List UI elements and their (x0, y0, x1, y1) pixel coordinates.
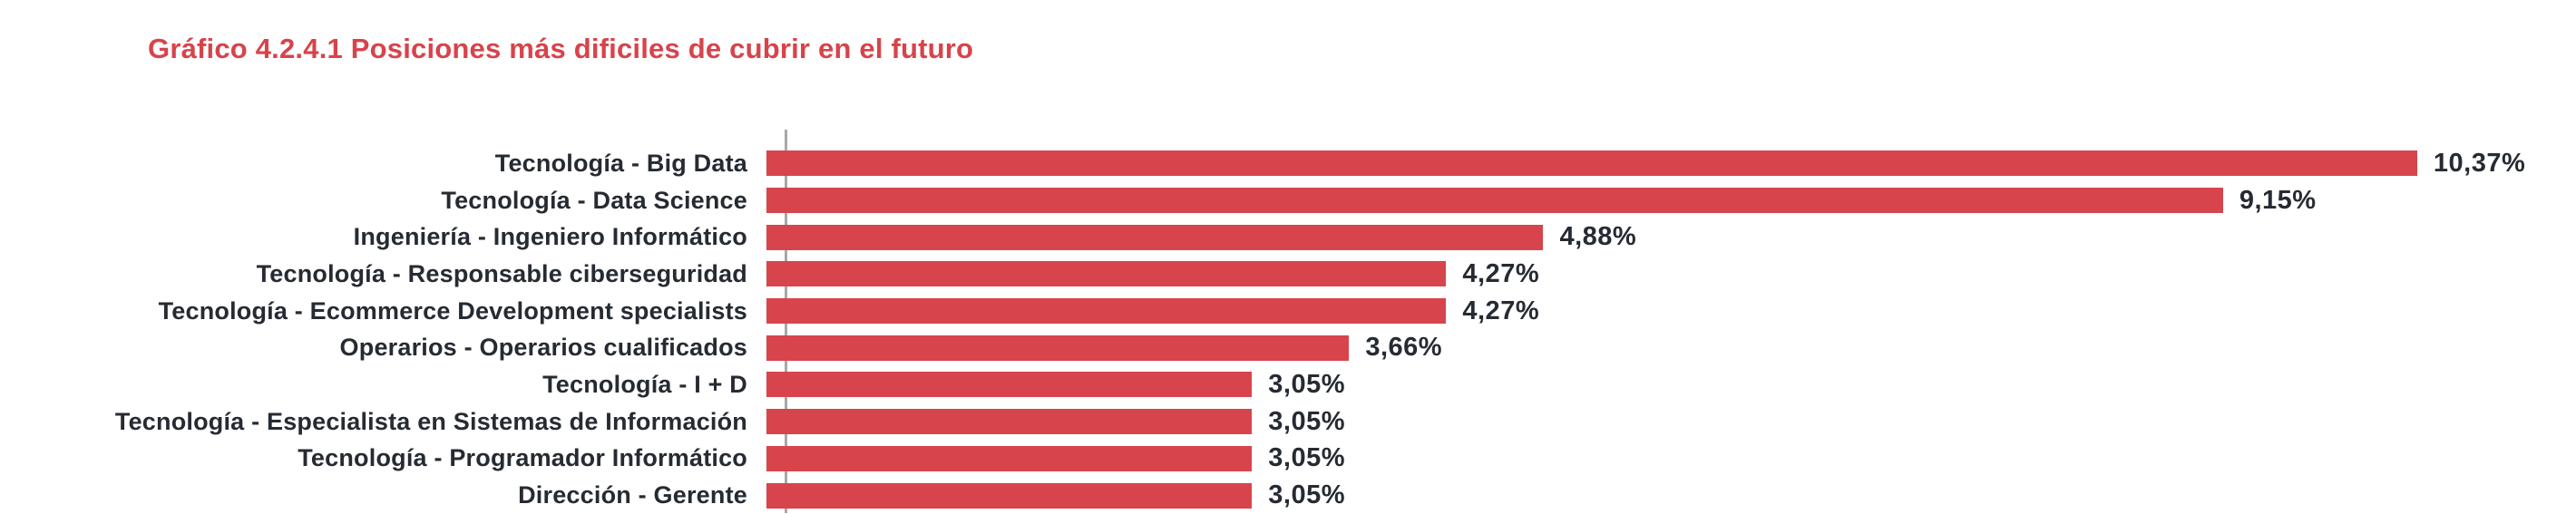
category-label-text: Dirección - Gerente (518, 481, 747, 509)
category-label: Operarios - Operarios cualificados (0, 334, 766, 362)
bar (766, 335, 1350, 361)
bar-value-label: 3,66% (1365, 333, 1443, 363)
category-label: Ingeniería - Ingeniero Informático (0, 223, 766, 251)
bar (766, 261, 1447, 287)
category-label: Tecnología - Data Science (0, 187, 766, 215)
bar-value-label: 4,27% (1462, 296, 1540, 325)
category-label: Tecnología - Especialista en Sistemas de… (0, 408, 766, 436)
category-label: Tecnología - Ecommerce Development speci… (0, 297, 766, 325)
bar-value-label: 3,05% (1268, 443, 1345, 473)
category-label-text: Tecnología - Especialista en Sistemas de… (114, 407, 747, 435)
bar-value-label: 10,37% (2433, 148, 2526, 178)
bar-row: Tecnología - Programador Informático 3,05… (0, 441, 2576, 478)
bar-row: Tecnología - Responsable ciberseguridad 4… (0, 256, 2576, 293)
bar-row: Tecnología - I + D 3,05% (0, 366, 2576, 403)
bar (766, 298, 1447, 325)
category-label-text: Ingeniería - Ingeniero Informático (353, 223, 747, 251)
bar-row: Tecnología - Especialista en Sistemas de… (0, 403, 2576, 441)
category-label-text: Tecnología - Programador Informático (298, 444, 747, 472)
bar (766, 372, 1253, 398)
bar (766, 445, 1253, 471)
category-label: Tecnología - Programador Informático (0, 444, 766, 472)
category-label-text: Tecnología - Ecommerce Development speci… (158, 296, 747, 325)
bar-value-label: 4,88% (1559, 222, 1637, 252)
category-label-text: Tecnología - Big Data (494, 149, 747, 177)
bar-row: Tecnología - Big Data 10,37% (0, 145, 2576, 182)
category-label: Tecnología - Big Data (0, 150, 766, 178)
bar-value-label: 3,05% (1268, 480, 1345, 510)
chart-title: Gráfico 4.2.4.1 Posiciones más dificiles… (148, 33, 974, 64)
bar-chart: Tecnología - Big Data 10,37% Tecnología - … (0, 145, 2576, 514)
bar (766, 482, 1253, 509)
bar-row: Operarios - Operarios cualificados 3,66% (0, 329, 2576, 366)
bar-value-label: 4,27% (1462, 258, 1540, 288)
bar-row: Tecnología - Ecommerce Development speci… (0, 293, 2576, 330)
bar-row: Tecnología - Data Science 9,15% (0, 182, 2576, 219)
bar-row: Dirección - Gerente 3,05% (0, 477, 2576, 514)
bar-value-label: 9,15% (2239, 185, 2317, 215)
bar-value-label: 3,05% (1268, 406, 1345, 436)
category-label-text: Tecnología - Responsable ciberseguridad (256, 259, 747, 287)
bar-row: Ingeniería - Ingeniero Informático 4,88% (0, 218, 2576, 256)
bar-value-label: 3,05% (1268, 369, 1345, 399)
category-label-text: Operarios - Operarios cualificados (339, 334, 747, 362)
bar (766, 150, 2417, 177)
category-label-text: Tecnología - I + D (542, 370, 747, 398)
category-label-text: Tecnología - Data Science (441, 186, 747, 214)
category-label: Dirección - Gerente (0, 481, 766, 509)
category-label: Tecnología - I + D (0, 371, 766, 399)
bar (766, 224, 1544, 250)
bar (766, 188, 2223, 214)
category-label: Tecnología - Responsable ciberseguridad (0, 260, 766, 288)
bar (766, 409, 1253, 435)
